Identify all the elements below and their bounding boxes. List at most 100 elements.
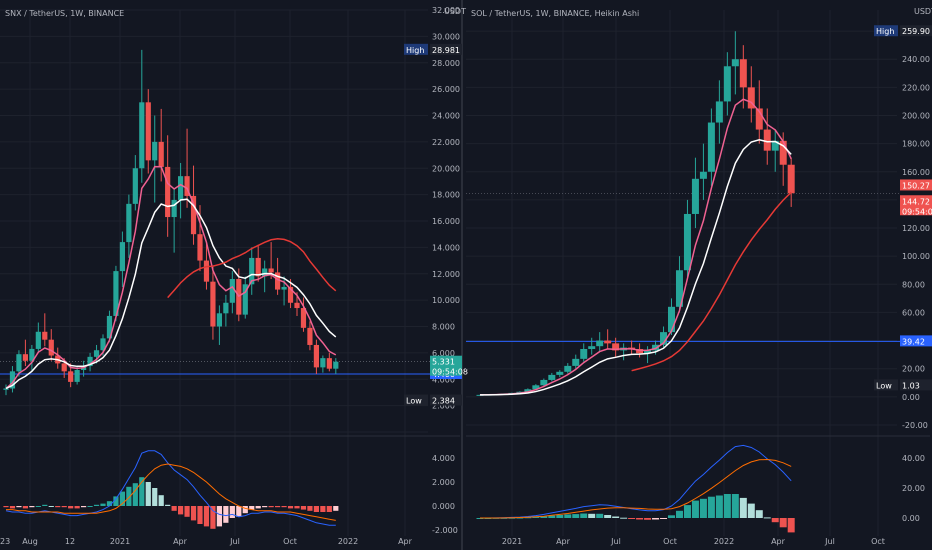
snx-candle-body bbox=[190, 195, 197, 235]
snx-macd-bar bbox=[190, 506, 197, 521]
sol-macd-tick: 40.00 bbox=[902, 454, 925, 463]
snx-candle-body bbox=[74, 370, 80, 382]
snx-macd-bar bbox=[236, 506, 242, 517]
sol-x-tick: Apr bbox=[556, 537, 571, 546]
sol-low-badge-label-bg bbox=[874, 379, 898, 391]
sol-last-price-badge-countdown: 09:54:08 bbox=[902, 207, 932, 216]
snx-price-tick: 16.000 bbox=[432, 217, 460, 226]
sol-candle-body bbox=[580, 349, 588, 359]
snx-last-price-badge-bg bbox=[430, 355, 462, 376]
snx-candle-body bbox=[255, 257, 261, 277]
snx-candle-body bbox=[307, 327, 313, 345]
snx-macd-bar bbox=[68, 506, 74, 509]
sol-candle-body bbox=[540, 379, 548, 386]
sol-macd-bar bbox=[644, 518, 652, 520]
sol-unit-label: USDT bbox=[914, 7, 932, 16]
sol-macd-bar bbox=[739, 497, 747, 518]
snx-candle-body bbox=[275, 272, 281, 290]
snx-macd-bar bbox=[178, 506, 184, 515]
snx-macd-bar bbox=[81, 506, 87, 508]
snx-candle-body bbox=[9, 371, 16, 389]
snx-candle-body bbox=[178, 176, 184, 200]
snx-high-badge-value: 28.981 bbox=[432, 46, 460, 55]
sol-title: SOL / TetherUS, 1W, BINANCE, Heikin Ashi bbox=[471, 9, 639, 18]
sol-macd-bar bbox=[660, 518, 668, 519]
snx-macd-bar bbox=[113, 496, 119, 506]
snx-price-tick: 32.000 bbox=[432, 6, 460, 15]
snx-macd-bar bbox=[100, 503, 106, 506]
snx-candle-body bbox=[203, 260, 210, 282]
sol-candle-body bbox=[612, 343, 620, 351]
sol-price-tick: 220.00 bbox=[902, 83, 930, 92]
snx-macd-bar bbox=[262, 506, 268, 508]
snx-macd-bar bbox=[294, 506, 300, 509]
snx-macd-bar bbox=[16, 506, 22, 508]
sol-candle-body bbox=[556, 371, 564, 375]
snx-candle-body bbox=[35, 331, 41, 349]
snx-last-price-badge-countdown: 09:54:08 bbox=[432, 368, 468, 377]
sol-price-tick: 60.00 bbox=[902, 308, 925, 317]
sol-candle-body bbox=[707, 122, 715, 172]
snx-unit-label: USDT bbox=[444, 7, 466, 16]
sol-ma-slow bbox=[631, 191, 792, 372]
snx-ma-fast bbox=[5, 165, 337, 390]
sol-candle-body bbox=[699, 171, 707, 179]
sol-candle-body bbox=[604, 340, 612, 344]
sol-candle-body bbox=[723, 66, 731, 102]
sol-macd-bar bbox=[755, 510, 763, 518]
sol-candle-body bbox=[787, 164, 795, 194]
snx-macd-bar bbox=[139, 477, 145, 506]
snx-candle-body bbox=[287, 286, 294, 303]
sol-x-tick: Jul bbox=[824, 537, 835, 546]
snx-macd-bar bbox=[307, 506, 313, 511]
sol-prev-price-badge-bg bbox=[900, 179, 932, 191]
snx-macd-bar bbox=[3, 506, 9, 508]
sol-macd-bar bbox=[707, 496, 715, 518]
snx-price-tick: 12.000 bbox=[432, 270, 460, 279]
sol-macd-bar bbox=[628, 518, 636, 519]
sol-candle-body bbox=[588, 346, 596, 350]
snx-x-tick: 2021 bbox=[110, 537, 130, 546]
snx-candle-body bbox=[42, 331, 48, 340]
snx-low-badge-label: Low bbox=[406, 397, 422, 406]
sol-candle-body bbox=[660, 332, 668, 345]
snx-macd-tick: -2.000 bbox=[432, 526, 458, 535]
snx-price-tick: 8.000 bbox=[432, 323, 455, 332]
sol-price-tick: 200.00 bbox=[902, 112, 930, 121]
snx-candle-body bbox=[139, 102, 145, 169]
snx-ma-mid bbox=[5, 198, 337, 390]
snx-low-badge-label-bg bbox=[404, 394, 428, 406]
snx-macd-bar bbox=[268, 506, 274, 508]
snx-candle-body bbox=[197, 234, 203, 261]
snx-macd-tick: 4.000 bbox=[432, 454, 455, 463]
snx-candle-body bbox=[210, 281, 216, 327]
sol-macd-tick: 20.00 bbox=[902, 484, 925, 493]
sol-ma-mid bbox=[479, 138, 792, 396]
snx-candle-body bbox=[242, 284, 248, 315]
snx-candle-body bbox=[184, 176, 190, 196]
sol-macd-bar bbox=[675, 510, 683, 518]
snx-x-tick: Aug bbox=[22, 537, 38, 546]
snx-macd-bar bbox=[333, 506, 339, 511]
sol-hline-badge-bg bbox=[900, 335, 932, 347]
snx-macd-bar bbox=[22, 506, 28, 509]
sol-macd-bar bbox=[564, 514, 572, 518]
sol-high-badge-value: 259.90 bbox=[902, 27, 930, 36]
sol-candle-body bbox=[755, 108, 763, 130]
snx-x-tick: Apr bbox=[398, 537, 413, 546]
snx-candle-body bbox=[132, 168, 138, 204]
sol-price-tick: 100.00 bbox=[902, 252, 930, 261]
snx-macd-bar bbox=[61, 506, 67, 508]
snx-low-badge-bg bbox=[430, 394, 462, 406]
snx-last-price-badge-value: 5.331 bbox=[432, 358, 455, 367]
snx-macd-bar bbox=[87, 506, 93, 507]
snx-macd-bar bbox=[229, 506, 235, 518]
sol-macd-bar bbox=[691, 500, 699, 518]
snx-price-tick: 26.000 bbox=[432, 85, 460, 94]
snx-macd-bar bbox=[48, 506, 54, 507]
sol-candle-body bbox=[516, 391, 524, 393]
snx-candle-body bbox=[119, 242, 125, 272]
sol-macd-bar bbox=[596, 513, 604, 518]
